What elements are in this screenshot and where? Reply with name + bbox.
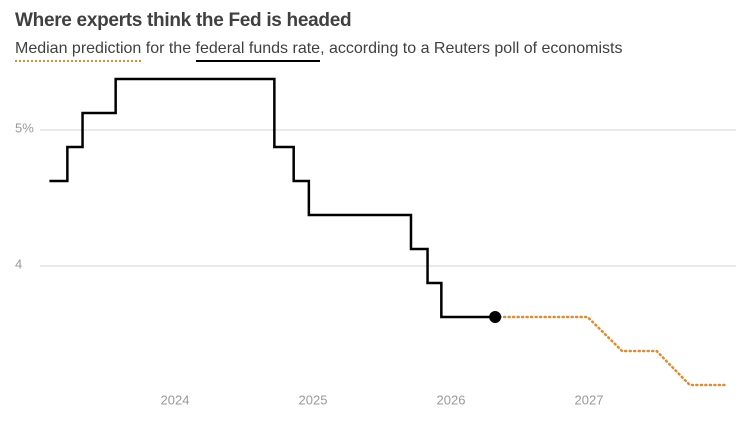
y-tick-label: 5% (15, 120, 34, 135)
x-tick-label: 2026 (437, 392, 466, 407)
x-tick-label: 2027 (575, 392, 604, 407)
chart-title: Where experts think the Fed is headed (15, 10, 352, 31)
header: Where experts think the Fed is headed Me… (15, 10, 623, 62)
series-line (493, 315, 727, 387)
x-tick-label: 2024 (161, 392, 190, 407)
x-tick-label: 2025 (299, 392, 328, 407)
legend-entry: federal funds rate (195, 40, 321, 62)
subtitle: Median prediction for the federal funds … (15, 40, 623, 62)
y-tick-label: 4 (15, 256, 22, 271)
subtitle-text: for the (141, 40, 196, 57)
legend-entry: Median prediction (15, 40, 142, 62)
end-marker (489, 311, 502, 323)
subtitle-text: , according to a Reuters poll of economi… (320, 40, 623, 57)
series-line (49, 77, 496, 319)
